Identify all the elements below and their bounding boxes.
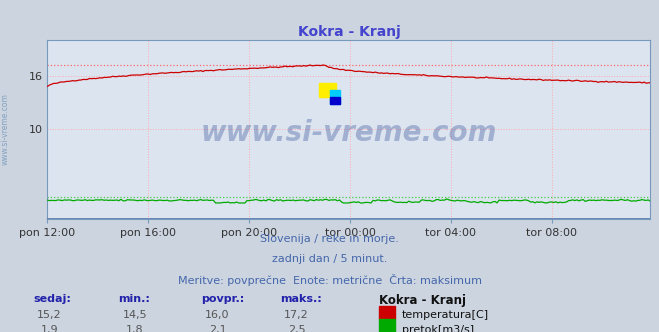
Text: Kokra - Kranj: Kokra - Kranj <box>379 294 466 307</box>
Bar <box>330 97 341 104</box>
Text: 1,8: 1,8 <box>127 325 144 332</box>
Text: 14,5: 14,5 <box>123 310 148 320</box>
Title: Kokra - Kranj: Kokra - Kranj <box>298 25 400 39</box>
Text: 2,5: 2,5 <box>288 325 305 332</box>
Text: temperatura[C]: temperatura[C] <box>402 310 489 320</box>
Text: sedaj:: sedaj: <box>33 294 71 304</box>
Text: www.si-vreme.com: www.si-vreme.com <box>201 119 497 147</box>
Text: 17,2: 17,2 <box>284 310 309 320</box>
Text: 16,0: 16,0 <box>205 310 230 320</box>
Text: 2,1: 2,1 <box>209 325 226 332</box>
FancyBboxPatch shape <box>379 306 395 319</box>
Text: maks.:: maks.: <box>280 294 322 304</box>
Text: 15,2: 15,2 <box>37 310 62 320</box>
Text: 1,9: 1,9 <box>41 325 58 332</box>
Text: zadnji dan / 5 minut.: zadnji dan / 5 minut. <box>272 254 387 264</box>
Text: Slovenija / reke in morje.: Slovenija / reke in morje. <box>260 234 399 244</box>
Text: Meritve: povprečne  Enote: metrične  Črta: maksimum: Meritve: povprečne Enote: metrične Črta:… <box>177 274 482 286</box>
Bar <box>319 83 335 97</box>
Bar <box>330 90 341 104</box>
Text: pretok[m3/s]: pretok[m3/s] <box>402 325 474 332</box>
FancyBboxPatch shape <box>379 319 395 332</box>
Text: min.:: min.: <box>119 294 150 304</box>
Text: www.si-vreme.com: www.si-vreme.com <box>1 94 10 165</box>
Text: povpr.:: povpr.: <box>201 294 244 304</box>
